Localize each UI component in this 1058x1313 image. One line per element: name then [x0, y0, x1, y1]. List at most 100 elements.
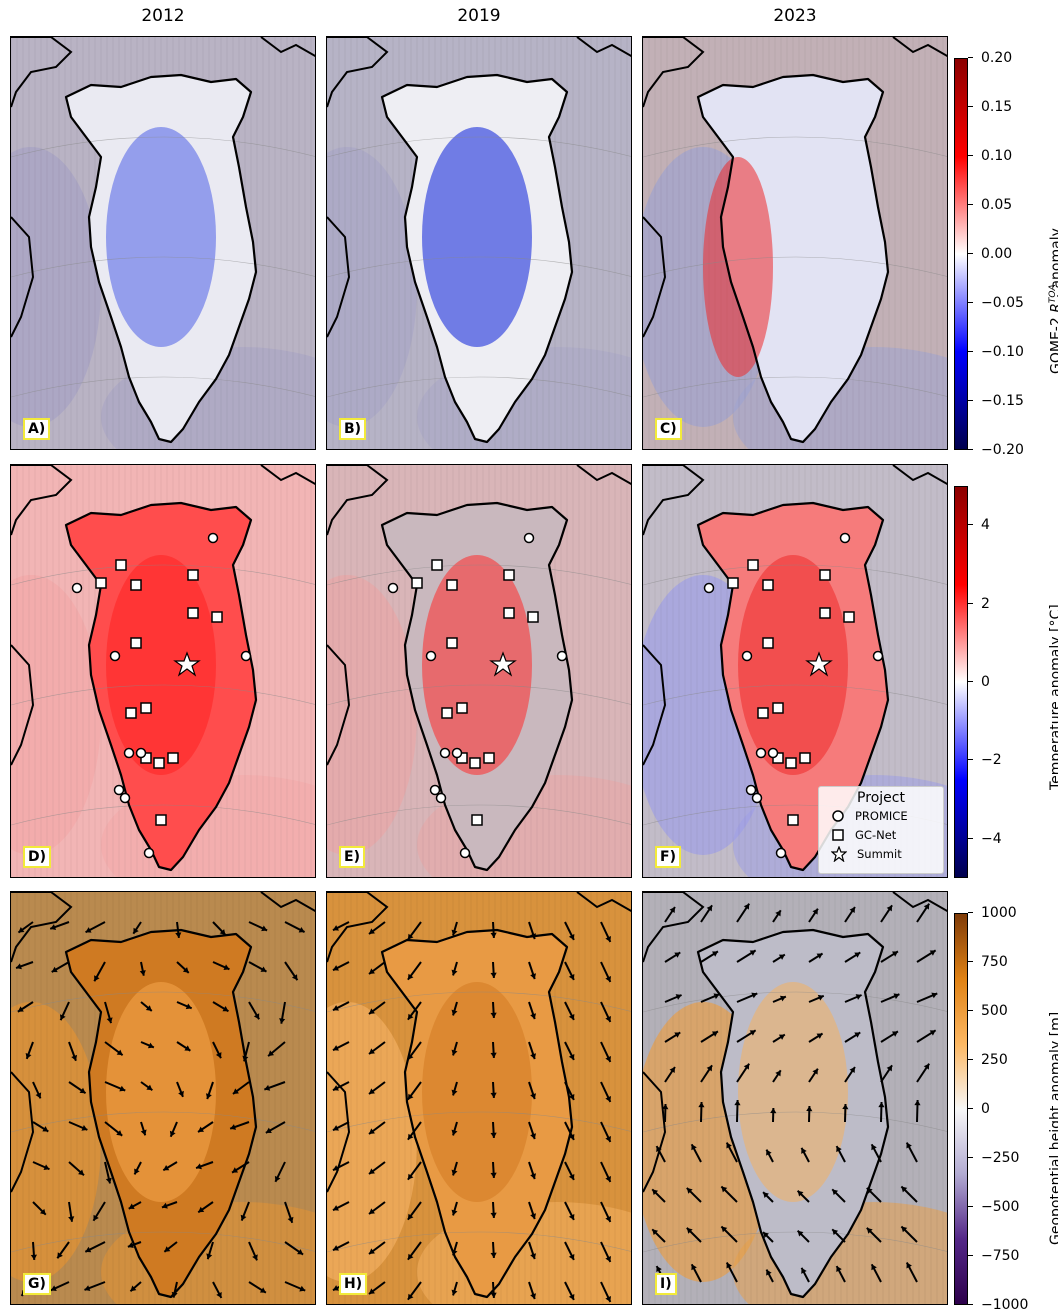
greenland-map	[643, 892, 947, 1304]
wind-arrowhead	[929, 1030, 936, 1036]
gcnet-station-marker	[187, 569, 199, 581]
wind-arrowhead	[832, 1229, 839, 1236]
panel-label: F)	[655, 846, 681, 868]
gcnet-station-marker	[431, 559, 443, 571]
wind-arrowhead	[223, 964, 230, 971]
gcnet-station-marker	[772, 702, 784, 714]
wind-arrowhead	[94, 975, 100, 982]
map-panel-e: E)	[326, 464, 632, 878]
wind-arrowhead	[530, 933, 537, 940]
gcnet-station-marker	[799, 752, 811, 764]
colorbar-tick-label: 4	[968, 518, 990, 532]
panel-label: A)	[23, 418, 51, 440]
wind-arrowhead	[171, 1291, 178, 1298]
panel-label: H)	[339, 1273, 368, 1295]
wind-arrowhead	[866, 1227, 873, 1234]
wind-arrowhead	[878, 1102, 885, 1108]
panel-label: G)	[23, 1273, 51, 1295]
wind-arrowhead	[368, 1288, 375, 1294]
gcnet-station-marker	[153, 757, 165, 769]
greenland-map	[11, 465, 315, 877]
wind-arrowhead	[128, 1203, 135, 1209]
wind-arrowhead	[219, 929, 226, 935]
wind-arrowhead	[906, 1262, 912, 1269]
wind-arrowhead	[130, 1285, 137, 1292]
wind-arrowhead	[216, 1291, 222, 1298]
wind-arrowhead	[59, 1014, 66, 1021]
wind-arrowhead	[721, 1226, 728, 1233]
colorbar-tick-label: 0.10	[968, 149, 1012, 163]
wind-arrowhead	[407, 1293, 414, 1300]
panel-label: C)	[655, 418, 682, 440]
wind-arrowhead	[71, 1054, 78, 1061]
gcnet-station-marker	[130, 579, 142, 591]
wind-arrowhead	[184, 1045, 191, 1051]
wind-arrowhead	[407, 1133, 414, 1140]
wind-arrowhead	[686, 1227, 693, 1234]
wind-arrowhead	[68, 1216, 75, 1222]
legend-item-summit: Summit	[819, 844, 943, 863]
colorbar-tick-label: 2	[968, 597, 990, 611]
summit-station-marker	[173, 651, 201, 677]
wind-arrowhead	[530, 1253, 537, 1260]
gcnet-station-marker	[130, 637, 142, 649]
wind-arrowhead	[652, 1189, 659, 1196]
wind-arrowhead	[287, 1216, 294, 1223]
wind-arrowhead	[50, 1285, 57, 1292]
wind-arrowhead	[185, 1003, 192, 1010]
wind-arrowhead	[164, 1246, 171, 1252]
wind-arrowhead	[451, 1289, 458, 1296]
wind-arrowhead	[669, 907, 675, 914]
wind-arrowhead	[568, 973, 575, 980]
wind-arrowhead	[568, 1173, 575, 1180]
wind-arrowhead	[253, 1013, 260, 1020]
wind-arrowhead	[923, 1063, 930, 1070]
gcnet-station-marker	[211, 611, 223, 623]
greenland-map	[327, 37, 631, 449]
wind-arrowhead	[568, 933, 575, 940]
wind-arrowhead	[763, 1192, 769, 1198]
promice-station-marker	[872, 650, 884, 662]
colorbar-tick-label: −0.05	[968, 296, 1024, 310]
temperature-colorbar-label: Temperature anomaly [°C]	[1048, 604, 1058, 790]
wind-arrowhead	[530, 1053, 537, 1060]
wind-arrowhead	[568, 1133, 575, 1140]
wind-arrowhead	[530, 1293, 537, 1300]
promice-station-marker	[135, 747, 147, 759]
gcnet-station-marker	[155, 814, 167, 826]
promice-station-marker	[741, 650, 753, 662]
wind-arrowhead	[849, 907, 855, 914]
colorbar-tick-label: 0	[968, 675, 990, 689]
wind-arrowhead	[605, 1215, 611, 1222]
wind-arrowhead	[407, 1253, 414, 1260]
wind-arrowhead	[490, 1132, 497, 1138]
wind-arrowhead	[451, 1049, 458, 1056]
wind-arrowhead	[198, 1126, 205, 1133]
star-marker-icon	[831, 845, 847, 862]
wind-arrowhead	[106, 1017, 113, 1024]
wind-arrowhead	[299, 1285, 306, 1292]
wind-arrowhead	[490, 1052, 497, 1058]
wind-arrowhead	[669, 1066, 675, 1073]
wind-arrowhead	[84, 1285, 91, 1291]
wind-arrowhead	[686, 1187, 693, 1194]
wind-arrowhead	[490, 1012, 497, 1018]
wind-arrowhead	[891, 951, 898, 957]
wind-arrowhead	[279, 1018, 286, 1024]
promice-station-marker	[240, 650, 252, 662]
wind-arrowhead	[268, 1050, 275, 1057]
wind-arrowhead	[801, 1147, 807, 1154]
wind-arrowhead	[57, 1252, 63, 1259]
wind-arrowhead	[145, 1005, 152, 1011]
wind-arrowhead	[929, 950, 936, 956]
greenland-map	[327, 465, 631, 877]
wind-arrowhead	[901, 1226, 908, 1233]
wind-arrowhead	[854, 1032, 861, 1038]
wind-arrowhead	[81, 1125, 88, 1131]
wind-arrowhead	[605, 1015, 611, 1022]
wind-arrowhead	[726, 1142, 732, 1149]
map-panel-i: I)	[642, 891, 948, 1305]
wind-arrowhead	[79, 1087, 86, 1094]
colorbar-tick-label: −2	[968, 753, 1002, 767]
wind-arrowhead	[855, 994, 862, 1000]
